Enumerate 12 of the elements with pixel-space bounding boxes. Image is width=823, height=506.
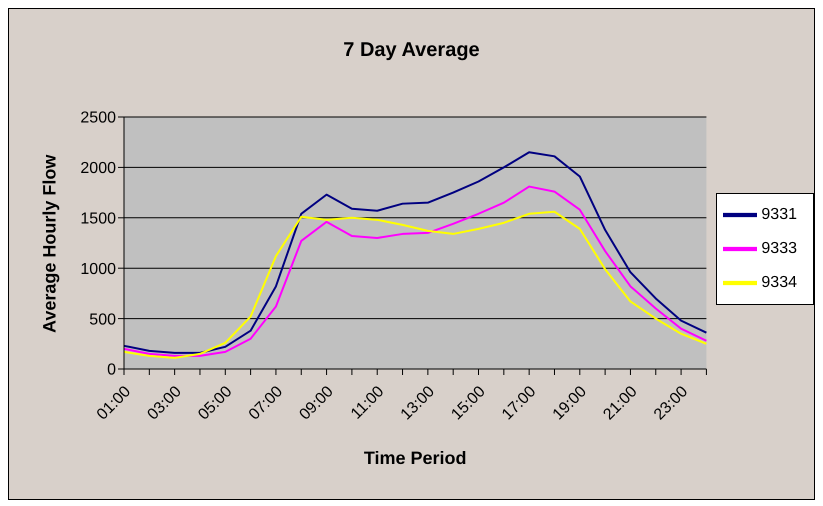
y-tick-label: 2500 <box>80 110 116 127</box>
chart-title: 7 Day Average <box>342 39 481 62</box>
x-axis-title: Time Period <box>364 448 467 468</box>
legend-label: 9334 <box>761 274 797 292</box>
y-tick-label: 1500 <box>80 210 116 228</box>
legend-label: 9333 <box>761 240 797 258</box>
y-tick-label: 0 <box>107 362 116 379</box>
y-tick-label: 2000 <box>80 160 116 178</box>
y-axis-title: Average Hourly Flow <box>39 154 60 333</box>
y-tick-label: 500 <box>89 311 116 328</box>
legend-label: 9331 <box>761 206 797 224</box>
y-tick-label: 1000 <box>80 260 116 278</box>
